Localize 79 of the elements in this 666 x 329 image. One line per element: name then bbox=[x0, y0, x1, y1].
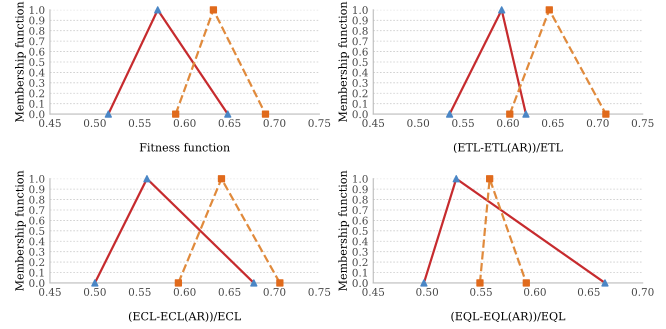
x-tick-label: 0.50 bbox=[416, 288, 438, 296]
x-tick-label: 0.50 bbox=[84, 119, 106, 128]
x-axis-title: (EQL-EQL(AR))/EQL bbox=[451, 312, 566, 322]
x-tick-label: 0.70 bbox=[586, 119, 609, 128]
x-tick-label: 0.75 bbox=[308, 288, 330, 296]
y-tick-label: 0.0 bbox=[352, 279, 368, 288]
y-tick-label: 0.5 bbox=[352, 58, 368, 66]
y-tick-label: 0.7 bbox=[352, 206, 368, 214]
y-tick-label: 1.0 bbox=[353, 174, 368, 183]
y-tick-label: 0.8 bbox=[29, 196, 44, 204]
y-tick-label: 0.3 bbox=[29, 248, 44, 256]
y-tick-label: 0.7 bbox=[29, 37, 44, 46]
x-tick-label: 0.65 bbox=[578, 288, 600, 296]
y-tick-label: 1.0 bbox=[353, 6, 368, 14]
x-tick-label: 0.45 bbox=[39, 288, 61, 296]
x-tick-label: 0.75 bbox=[632, 119, 654, 128]
x-tick-label: 0.55 bbox=[452, 119, 474, 128]
y-tick-label: 0.0 bbox=[29, 110, 44, 118]
y-axis-title: Membership function bbox=[338, 2, 350, 122]
y-tick-label: 0.6 bbox=[352, 216, 368, 225]
y-tick-label: 0.8 bbox=[352, 26, 368, 35]
x-tick-label: 0.70 bbox=[632, 288, 654, 296]
y-tick-label: 0.6 bbox=[29, 48, 44, 56]
x-tick-label: 0.70 bbox=[264, 119, 286, 128]
x-tick-label: 0.55 bbox=[128, 288, 151, 296]
y-tick-label: 0.7 bbox=[29, 206, 44, 214]
x-tick-label: 0.50 bbox=[84, 288, 106, 296]
x-tick-label: 0.55 bbox=[470, 288, 492, 296]
y-axis-title: Membership function bbox=[338, 170, 350, 291]
y-tick-label: 0.9 bbox=[29, 185, 44, 194]
x-axis-title: (ECL-ECL(AR))/ECL bbox=[128, 312, 241, 322]
y-tick-label: 1.0 bbox=[30, 6, 44, 14]
y-axis-title: Membership function bbox=[14, 170, 26, 291]
y-tick-label: 0.5 bbox=[29, 227, 44, 235]
x-tick-label: 0.45 bbox=[362, 119, 384, 128]
y-tick-label: 0.1 bbox=[29, 100, 44, 108]
y-tick-label: 0.1 bbox=[29, 268, 44, 277]
x-tick-label: 0.65 bbox=[218, 119, 240, 128]
y-tick-label: 0.3 bbox=[352, 248, 368, 256]
x-axis-title: (ETL-ETL(AR))/ETL bbox=[454, 142, 563, 154]
y-tick-label: 0.3 bbox=[352, 79, 368, 87]
x-tick-label: 0.65 bbox=[542, 119, 564, 128]
x-tick-label: 0.65 bbox=[218, 288, 240, 296]
x-tick-label: 0.60 bbox=[497, 119, 519, 128]
y-tick-label: 0.8 bbox=[29, 26, 44, 35]
y-tick-label: 0.6 bbox=[352, 48, 368, 56]
y-tick-label: 0.5 bbox=[29, 58, 44, 66]
y-tick-label: 0.3 bbox=[29, 79, 44, 87]
y-tick-label: 0.4 bbox=[29, 68, 45, 77]
y-tick-label: 0.1 bbox=[352, 100, 367, 108]
y-tick-label: 0.7 bbox=[352, 37, 368, 46]
y-tick-label: 0.8 bbox=[352, 196, 368, 204]
x-tick-label: 0.60 bbox=[524, 288, 546, 296]
x-tick-label: 0.70 bbox=[264, 288, 286, 296]
y-tick-label: 0.2 bbox=[352, 89, 368, 98]
x-tick-label: 0.60 bbox=[174, 119, 196, 128]
y-tick-label: 0.6 bbox=[29, 216, 44, 225]
x-tick-label: 0.50 bbox=[407, 119, 430, 128]
x-tick-label: 0.75 bbox=[308, 119, 330, 128]
y-tick-label: 0.2 bbox=[29, 258, 44, 266]
x-tick-label: 0.55 bbox=[128, 119, 151, 128]
y-axis-title: Membership function bbox=[14, 2, 26, 122]
y-tick-label: 1.0 bbox=[30, 174, 44, 183]
y-tick-label: 0.2 bbox=[352, 258, 368, 266]
x-tick-label: 0.45 bbox=[39, 119, 61, 128]
y-tick-label: 0.1 bbox=[352, 268, 367, 277]
y-tick-label: 0.4 bbox=[352, 237, 368, 246]
y-tick-label: 0.4 bbox=[29, 237, 45, 246]
y-tick-label: 0.0 bbox=[29, 279, 44, 288]
y-tick-label: 0.0 bbox=[352, 110, 368, 118]
y-tick-label: 0.9 bbox=[352, 16, 368, 24]
y-tick-label: 0.4 bbox=[352, 68, 368, 77]
y-tick-label: 0.5 bbox=[352, 227, 368, 235]
y-tick-label: 0.2 bbox=[29, 89, 44, 98]
y-tick-label: 0.9 bbox=[29, 16, 44, 24]
x-tick-label: 0.60 bbox=[174, 288, 196, 296]
y-tick-label: 0.9 bbox=[352, 185, 368, 194]
x-axis-title: Fitness function bbox=[140, 142, 230, 152]
x-tick-label: 0.45 bbox=[362, 288, 384, 296]
